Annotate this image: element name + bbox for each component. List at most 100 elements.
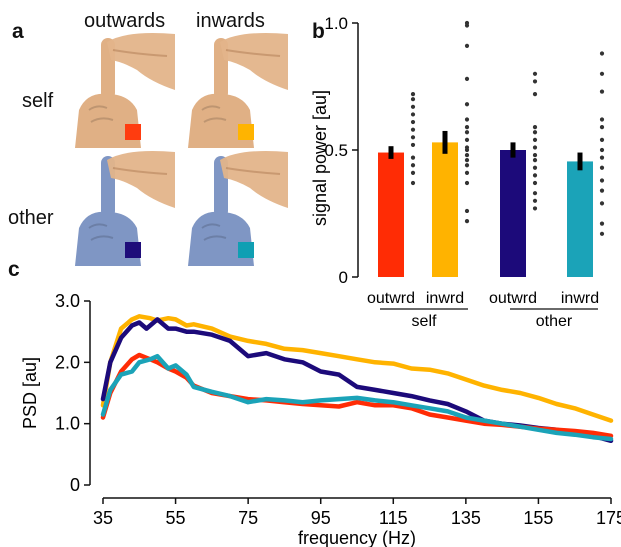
condition-swatch bbox=[125, 124, 141, 140]
data-point bbox=[464, 137, 470, 142]
hand-image-self-inwards bbox=[180, 30, 288, 148]
data-point bbox=[410, 142, 416, 148]
data-point bbox=[410, 92, 416, 97]
data-point bbox=[532, 198, 538, 203]
data-point bbox=[532, 191, 538, 196]
hand-shape bbox=[75, 211, 141, 266]
bar bbox=[432, 142, 458, 277]
x-tick-label: 75 bbox=[238, 508, 258, 528]
column-header-inwards: inwards bbox=[196, 10, 265, 32]
hand-image-self-outwards bbox=[67, 30, 175, 148]
group-label: self bbox=[412, 313, 437, 330]
data-point bbox=[532, 152, 538, 158]
category-label: outwrd bbox=[489, 290, 537, 307]
data-point bbox=[532, 158, 538, 163]
data-point bbox=[532, 79, 538, 84]
data-point bbox=[532, 206, 538, 211]
x-axis-label: frequency (Hz) bbox=[298, 528, 416, 547]
touching-hand-shape bbox=[107, 151, 175, 208]
bar bbox=[378, 152, 404, 277]
data-point bbox=[599, 231, 605, 236]
data-point bbox=[464, 208, 470, 214]
category-label: outwrd bbox=[367, 290, 415, 307]
data-point bbox=[410, 155, 416, 160]
panel-letter-a: a bbox=[12, 20, 24, 43]
condition-swatch bbox=[238, 124, 254, 140]
data-point bbox=[410, 127, 416, 132]
y-tick-label: 0 bbox=[70, 475, 80, 495]
category-label: inwrd bbox=[561, 290, 599, 307]
x-tick-label: 95 bbox=[311, 508, 331, 528]
series-line bbox=[100, 317, 614, 444]
data-point bbox=[464, 125, 470, 130]
data-point bbox=[464, 102, 470, 107]
category-label: inwrd bbox=[426, 290, 464, 307]
data-point bbox=[599, 165, 605, 170]
data-point bbox=[464, 170, 470, 175]
data-point bbox=[599, 147, 605, 153]
data-point bbox=[599, 137, 605, 142]
touching-hand-crease bbox=[112, 49, 168, 57]
data-point bbox=[464, 180, 470, 186]
data-point bbox=[532, 173, 538, 178]
x-tick-label: 35 bbox=[93, 508, 113, 528]
data-point bbox=[599, 201, 605, 206]
y-tick-label: 1.0 bbox=[324, 14, 348, 33]
panel-letter-c: c bbox=[8, 258, 20, 281]
y-axis-label: PSD [au] bbox=[20, 357, 40, 429]
data-point bbox=[410, 163, 416, 168]
hand-shape bbox=[75, 93, 141, 148]
touching-hand-crease bbox=[225, 167, 281, 175]
data-point bbox=[410, 97, 416, 102]
data-point bbox=[410, 170, 416, 175]
hand-shape bbox=[188, 211, 254, 266]
data-point bbox=[464, 152, 470, 158]
data-point bbox=[532, 137, 538, 142]
data-point bbox=[410, 135, 416, 140]
touching-hand-crease bbox=[112, 167, 168, 175]
data-point bbox=[599, 117, 605, 122]
data-point bbox=[532, 92, 538, 97]
data-point bbox=[599, 51, 605, 56]
data-point bbox=[410, 119, 416, 125]
y-axis-label: signal power [au] bbox=[310, 90, 330, 226]
column-header-outwards: outwards bbox=[84, 10, 166, 32]
series-line bbox=[100, 314, 614, 423]
data-point bbox=[464, 147, 470, 153]
data-point bbox=[410, 180, 416, 186]
y-tick-label: 0 bbox=[339, 268, 348, 287]
x-tick-label: 175 bbox=[596, 508, 621, 528]
condition-swatch bbox=[238, 242, 254, 258]
data-point bbox=[599, 188, 605, 193]
knuckle-lines bbox=[88, 105, 114, 123]
touching-hand-shape bbox=[107, 33, 175, 90]
data-point bbox=[599, 178, 605, 183]
knuckle-lines bbox=[88, 223, 114, 241]
data-point bbox=[464, 76, 470, 81]
data-point bbox=[599, 89, 605, 94]
data-point bbox=[464, 219, 470, 224]
data-point bbox=[532, 180, 538, 186]
bar bbox=[500, 150, 526, 277]
knuckle-lines bbox=[201, 223, 227, 241]
hand-shape bbox=[188, 93, 254, 148]
x-tick-label: 155 bbox=[523, 508, 553, 528]
touching-hand-crease bbox=[225, 49, 281, 57]
group-label: other bbox=[536, 313, 573, 330]
data-point bbox=[464, 163, 470, 168]
data-point bbox=[532, 125, 538, 130]
psd-line-chart: 0 1.0 2.0 3.0 35 55 75 95 115 135 155 175 frequency … bbox=[20, 291, 621, 547]
panel-letter-b: b bbox=[312, 20, 325, 43]
data-point bbox=[599, 71, 605, 76]
data-point bbox=[410, 112, 416, 117]
x-tick-label: 55 bbox=[166, 508, 186, 528]
data-point bbox=[464, 23, 470, 28]
data-point bbox=[599, 125, 605, 130]
x-tick-label: 135 bbox=[451, 508, 481, 528]
data-point bbox=[532, 130, 538, 135]
y-tick-label: 1.0 bbox=[55, 414, 80, 434]
series-line bbox=[100, 353, 614, 442]
hand-image-other-inwards bbox=[180, 148, 288, 266]
data-point bbox=[464, 117, 470, 122]
y-tick-label: 0.5 bbox=[324, 141, 348, 160]
